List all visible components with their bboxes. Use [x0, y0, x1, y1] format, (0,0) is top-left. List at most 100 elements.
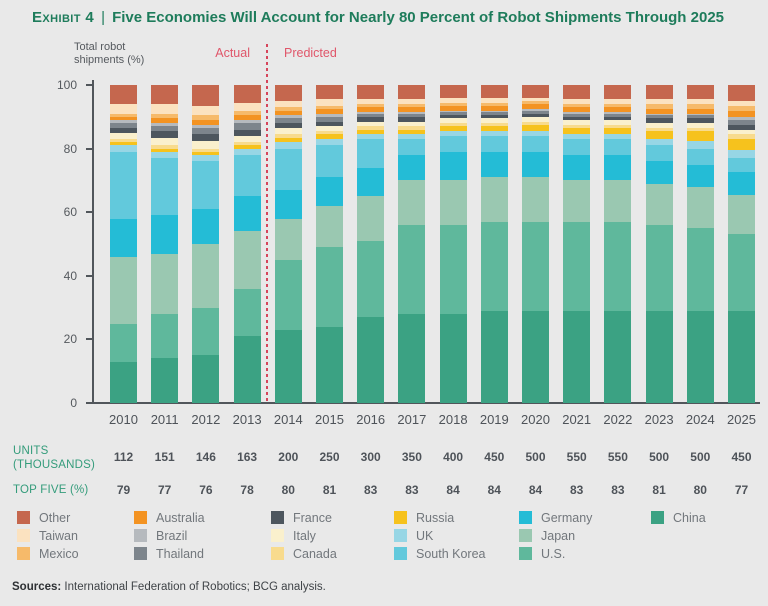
segment-italy-2024	[686, 123, 714, 128]
segment-italy-2010	[110, 132, 137, 140]
segment-u-s-2017	[398, 224, 426, 314]
segment-germany-2010	[110, 218, 137, 257]
segment-australia-2025	[728, 110, 755, 117]
segment-italy-2022	[604, 120, 632, 125]
year-label-2014: 2014	[273, 412, 303, 427]
legend-swatch-u-s	[519, 547, 532, 560]
segment-australia-2016	[357, 107, 385, 113]
legend-swatch-italy	[271, 529, 284, 542]
segment-south-korea-2012	[192, 161, 220, 210]
segment-italy-2012	[192, 140, 220, 149]
year-label-2024: 2024	[685, 412, 715, 427]
legend-swatch-germany	[519, 511, 532, 524]
units-values-row: 112 151 146 163 200 250 300 350 400 450 500 550 550 5…	[94, 450, 768, 466]
bar-2023	[645, 85, 673, 403]
segment-mexico-2014	[274, 107, 302, 111]
segment-italy-2025	[728, 129, 755, 135]
segment-canada-2022	[604, 124, 632, 128]
segment-mexico-2021	[563, 104, 591, 108]
legend-item-canada: Canada	[271, 546, 337, 561]
segment-taiwan-2020	[522, 97, 549, 101]
segment-taiwan-2013	[233, 102, 261, 111]
segment-u-s-2016	[357, 240, 385, 318]
top-five-value-2022: 83	[611, 483, 625, 497]
segment-other-2014	[274, 85, 302, 101]
segment-thailand-2012	[192, 128, 220, 135]
y-tick-mark-40	[86, 274, 92, 277]
sources-label: Sources:	[12, 581, 62, 593]
segment-uk-2014	[274, 142, 302, 149]
segment-australia-2015	[316, 108, 343, 114]
segment-australia-2012	[192, 120, 220, 125]
segment-brazil-2012	[192, 124, 220, 129]
segment-brazil-2020	[522, 108, 549, 111]
segment-france-2025	[728, 124, 755, 130]
segment-mexico-2024	[686, 104, 714, 109]
segment-australia-2018	[439, 105, 467, 111]
year-label-2022: 2022	[603, 412, 633, 427]
segment-italy-2013	[233, 135, 261, 143]
segment-mexico-2018	[439, 102, 467, 106]
segment-germany-2014	[274, 189, 302, 219]
segment-france-2016	[357, 116, 385, 122]
segment-thailand-2023	[645, 115, 673, 119]
segment-australia-2022	[604, 107, 632, 113]
legend-item-france: France	[271, 511, 332, 525]
predicted-label: Predicted	[284, 46, 337, 60]
segment-brazil-2017	[398, 112, 426, 114]
segment-brazil-2015	[316, 113, 343, 117]
bar-2014	[274, 85, 302, 403]
units-value-2015: 250	[319, 450, 340, 464]
segment-south-korea-2021	[563, 139, 591, 155]
segment-u-s-2010	[110, 323, 137, 362]
segment-u-s-2020	[522, 221, 549, 311]
legend-label-australia: Australia	[156, 510, 205, 525]
legend-label-italy: Italy	[293, 528, 316, 543]
segment-italy-2023	[645, 123, 673, 128]
segment-uk-2017	[398, 134, 426, 140]
segment-australia-2017	[398, 107, 426, 113]
top-five-value-2013: 78	[240, 483, 254, 497]
top-five-value-2021: 83	[570, 483, 584, 497]
segment-france-2018	[439, 115, 467, 119]
segment-u-s-2014	[274, 259, 302, 330]
units-value-2017: 350	[401, 450, 422, 464]
segment-other-2012	[192, 85, 220, 106]
units-value-2025: 450	[731, 450, 752, 464]
segment-thailand-2014	[274, 118, 302, 124]
segment-mexico-2020	[522, 100, 549, 105]
segment-russia-2012	[192, 151, 220, 156]
x-axis-year-labels: 2010 2011 2012 2013 2014 2015 2016 2017 2018 2019…	[94, 412, 768, 428]
segment-japan-2020	[522, 177, 549, 222]
segment-russia-2015	[316, 134, 343, 140]
legend-label-canada: Canada	[293, 546, 337, 561]
segment-germany-2019	[480, 151, 508, 178]
legend-swatch-thailand	[134, 547, 147, 560]
y-axis-title: Total robot shipments (%)	[74, 41, 145, 66]
segment-japan-2024	[686, 186, 714, 229]
segment-south-korea-2017	[398, 139, 426, 155]
top-five-value-2019: 84	[487, 483, 501, 497]
year-label-2011: 2011	[150, 412, 179, 427]
segment-japan-2021	[563, 180, 591, 222]
segment-canada-2015	[316, 131, 343, 135]
segment-u-s-2024	[686, 228, 714, 311]
segment-taiwan-2023	[645, 99, 673, 105]
segment-brazil-2024	[686, 113, 714, 116]
segment-japan-2016	[357, 196, 385, 241]
segment-south-korea-2023	[645, 145, 673, 162]
segment-thailand-2021	[563, 113, 591, 117]
segment-mexico-2017	[398, 104, 426, 108]
segment-brazil-2013	[233, 120, 261, 124]
segment-south-korea-2022	[604, 139, 632, 155]
y-tick-mark-80	[86, 147, 92, 150]
segment-russia-2011	[151, 148, 179, 152]
segment-australia-2020	[522, 104, 549, 109]
top-five-value-2016: 83	[364, 483, 378, 497]
segment-italy-2018	[439, 118, 467, 124]
segment-thailand-2010	[110, 123, 137, 128]
segment-brazil-2022	[604, 112, 632, 114]
legend-swatch-brazil	[134, 529, 147, 542]
year-label-2017: 2017	[397, 412, 427, 427]
